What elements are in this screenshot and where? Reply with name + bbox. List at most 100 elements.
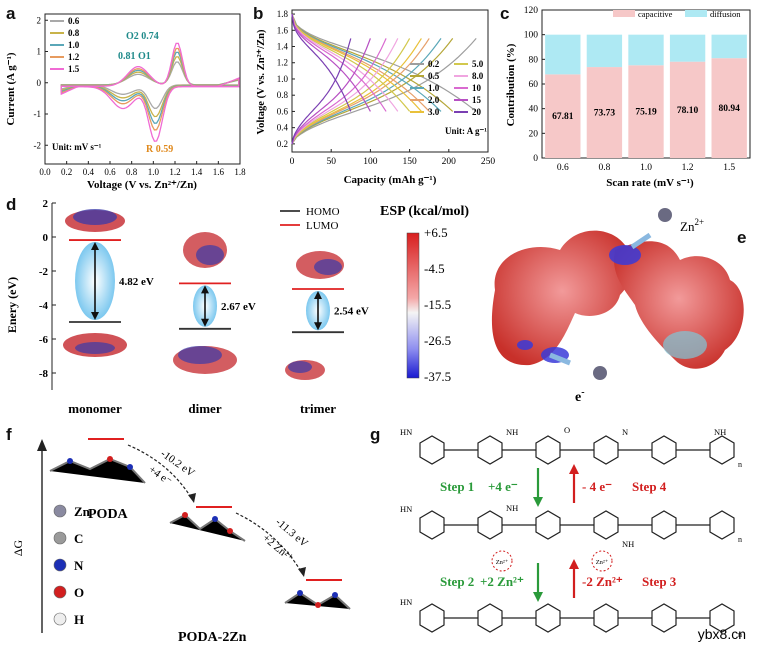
- atom-legend-O: O: [74, 585, 84, 600]
- gcd-legend-8.0: 8.0: [472, 71, 484, 81]
- atom-legend-C: C: [74, 531, 83, 546]
- gcd-charge-0.2: [291, 38, 477, 145]
- step3-label: Step 3: [642, 574, 677, 589]
- gap-arrowhead-icon: [201, 318, 209, 327]
- gap-label-monomer: 4.82 eV: [119, 276, 154, 288]
- cv-legend-1.2: 1.2: [68, 52, 80, 62]
- energy-ylabel: Enery (eV): [5, 277, 19, 333]
- g-hn-top: HN: [400, 427, 412, 437]
- bar-diffusion-1.2: [669, 34, 706, 62]
- molecule-atoms: [67, 456, 338, 608]
- bar-diffusion-1.5: [711, 34, 747, 59]
- g-hn-mid: HN: [400, 504, 412, 514]
- atom-Zn-icon: [53, 504, 67, 518]
- bar-diffusion-0.6: [545, 34, 581, 75]
- cv-chart: 0.0 0.2 0.4 0.6 0.8 1.0 1.2 1.4 1.6 1.8 -2 -1 0 1 2 0.…: [5, 13, 246, 191]
- gcd-ytick: 0.4: [277, 123, 289, 133]
- bar-diffusion-1.0: [628, 34, 664, 66]
- legend-capacitive: capacitive: [638, 9, 673, 19]
- gcd-legend-3.0: 3.0: [428, 107, 440, 117]
- cv-unit-note: Unit: mV s⁻¹: [52, 142, 102, 152]
- atom-C-icon: [53, 531, 67, 545]
- gcd-ytick: 1.8: [277, 9, 289, 19]
- gcd-charge-20: [291, 38, 352, 145]
- esp-tick-1: -4.5: [424, 261, 445, 276]
- step4-label: Step 4: [632, 479, 667, 494]
- arrow-step4-head-icon: [569, 464, 579, 474]
- gcd-ytick: 1.2: [277, 58, 288, 68]
- zn-ion-icon: [658, 208, 672, 222]
- gap-arrowhead-icon: [314, 322, 322, 331]
- category-trimer: trimer: [300, 401, 336, 416]
- gcd-discharge-3.0: [291, 13, 422, 112]
- bar-diffusion-0.8: [586, 34, 623, 68]
- contribution-chart: 0 20 40 60 80 100 120 67.81 0.6 73.73 0.8 75.19 1.0…: [505, 6, 751, 189]
- cv-legend-1.0: 1.0: [68, 40, 80, 50]
- cv-xtick: 0.0: [39, 167, 51, 177]
- zn-tag-right: [591, 550, 613, 572]
- annot-o1: 0.81 O1: [118, 51, 151, 62]
- bar-capacitive-1.5: [711, 58, 747, 159]
- gcd-discharge-10: [291, 13, 387, 112]
- esp-surface: [491, 230, 744, 369]
- cv-ytick: 1: [37, 47, 42, 57]
- bar-capacitive-0.6: [545, 74, 581, 158]
- energy-ytick: -2: [39, 266, 49, 278]
- gcd-legend-5.0: 5.0: [472, 59, 484, 69]
- contribution-ytick: 80: [529, 55, 539, 65]
- contribution-ytick: 40: [529, 105, 539, 115]
- contribution-xlabel: Scan rate (mV s⁻¹): [606, 177, 694, 189]
- gcd-legend-15: 15: [472, 95, 482, 105]
- gcd-ytick: 1.6: [277, 25, 289, 35]
- zn-tag-left-text: Zn²⁺: [496, 559, 509, 566]
- cv-ytick: 2: [37, 15, 42, 25]
- gcd-ytick: 0.6: [277, 106, 289, 116]
- contribution-ytick: 0: [533, 154, 538, 164]
- bar-label-1.2: 78.10: [677, 106, 699, 116]
- gap-arrowhead-icon: [314, 291, 322, 300]
- step1-label: Step 1: [440, 479, 474, 494]
- gcd-charge-10: [291, 38, 387, 145]
- gcd-discharge-15: [291, 13, 371, 112]
- legend-diffusion-swatch: [685, 10, 707, 17]
- contribution-ytick: 20: [529, 129, 539, 139]
- cv-legend-1.5: 1.5: [68, 64, 80, 74]
- gcd-charge-2.0: [291, 38, 430, 145]
- g-nh-top: NH: [506, 427, 518, 437]
- delta-g-diagram: ΔG -10.2 eV +4 e⁻ -11.3 eV +2 Zn²⁺ PODA …: [11, 438, 351, 645]
- g-o-top: O: [564, 425, 570, 435]
- contribution-ytick: 100: [524, 31, 539, 41]
- atom-legend-Zn: Zn: [74, 504, 91, 519]
- g-n-sub-bot: n: [738, 630, 742, 639]
- esp-tick-4: -37.5: [424, 369, 451, 384]
- gcd-ytick: 1.0: [277, 74, 289, 84]
- panel-label-b: b: [253, 4, 264, 23]
- gcd-xlabel: Capacity (mAh g⁻¹): [344, 174, 437, 186]
- contribution-xtick: 1.0: [640, 163, 652, 173]
- bar-label-0.6: 67.81: [552, 112, 574, 122]
- cv-ylabel: Current (A g⁻¹): [5, 52, 17, 125]
- bar-label-1.5: 80.94: [719, 104, 741, 114]
- bar-label-0.8: 73.73: [594, 109, 616, 119]
- annot-r: R 0.59: [146, 144, 173, 155]
- reaction-scheme: HN NH O N NH n HN NH NH n HN n Zn²⁺ Zn²⁺…: [400, 425, 742, 639]
- atom-O-icon: [53, 585, 67, 599]
- esp-tick-0: +6.5: [424, 225, 448, 240]
- cv-xtick: 1.0: [148, 167, 160, 177]
- cv-xtick: 1.2: [169, 167, 180, 177]
- gcd-chart-main: 0 50 100 150 200 250 0.2 0.4 0.6 0.8 1.0 1.2 1.4 1.6 1…: [256, 9, 495, 186]
- structure-bottom: [419, 603, 735, 633]
- energy-legend-LUMO: LUMO: [306, 220, 338, 232]
- arrow-step1-head-icon: [533, 497, 543, 507]
- atom-legend-N: N: [74, 558, 84, 573]
- annot-o2: O2 0.74: [126, 31, 159, 42]
- poda-label: PODA: [88, 507, 129, 522]
- gcd-charge-5.0: [291, 38, 411, 145]
- cv-xtick: 1.6: [213, 167, 225, 177]
- cv-curve-1.5: [60, 42, 240, 142]
- cv-xtick: 1.4: [191, 167, 203, 177]
- step1-rxn: +4 e⁻: [488, 479, 518, 494]
- esp-map: ESP (kcal/mol) +6.5 -4.5 -15.5 -26.5 -37…: [380, 204, 744, 405]
- energy-ytick: -6: [39, 334, 49, 346]
- esp-title: ESP (kcal/mol): [380, 204, 469, 219]
